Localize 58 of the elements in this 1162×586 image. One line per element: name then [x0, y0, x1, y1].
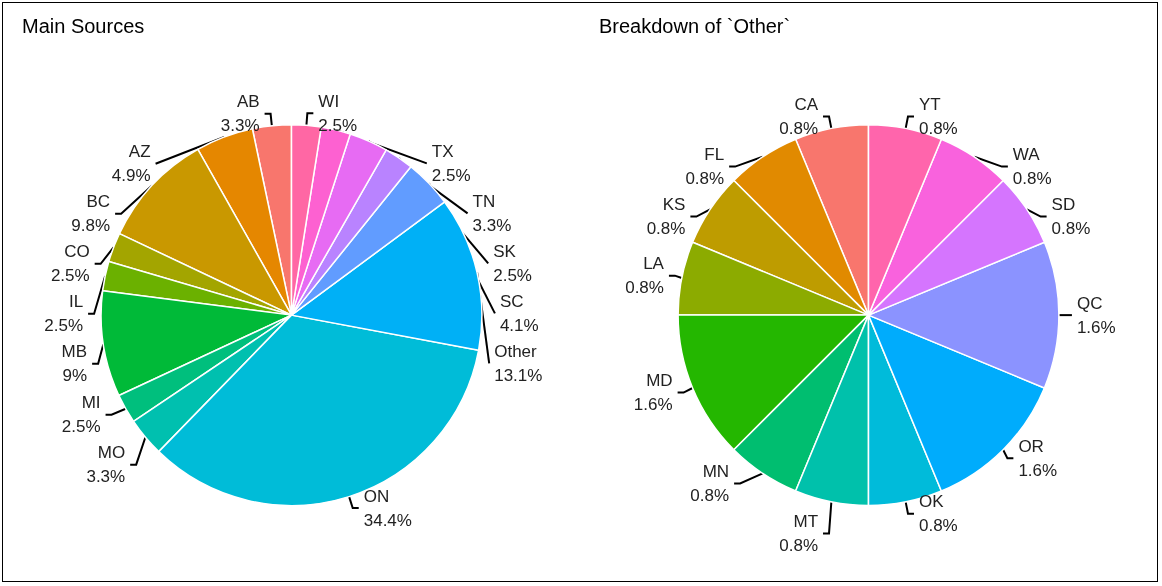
data-label: 1.6%: [633, 395, 673, 415]
data-label: 0.8%: [1012, 169, 1052, 189]
data-label: 1.6%: [1018, 460, 1058, 480]
chart-title: Breakdown of `Other`: [599, 15, 791, 37]
slice-label: KS: [662, 195, 686, 215]
slice-label: SC: [499, 291, 524, 311]
data-label: 3.3%: [472, 215, 512, 235]
slice-label: SK: [493, 241, 517, 261]
data-label: 2.5%: [318, 115, 358, 135]
slice-label: ON: [363, 486, 390, 506]
data-label: 0.8%: [685, 169, 725, 189]
data-label: 0.8%: [779, 119, 819, 139]
slice-label: WI: [318, 91, 340, 111]
slice-label: Other: [494, 341, 538, 361]
chart-title: Main Sources: [22, 15, 145, 37]
slice-label: TX: [431, 141, 454, 161]
slice-label: MO: [97, 443, 126, 463]
slice-label: SD: [1051, 195, 1076, 215]
slice-label: MT: [793, 511, 819, 531]
slice-label: MI: [81, 393, 101, 413]
slice-label: TN: [472, 191, 496, 211]
data-label: 2.5%: [493, 265, 532, 285]
data-label: 0.8%: [918, 516, 958, 536]
slice-label: FL: [704, 145, 725, 165]
slice-label: LA: [643, 254, 665, 274]
slice-label: IL: [68, 292, 84, 312]
data-label: 0.8%: [918, 119, 958, 139]
slice-label: MB: [61, 342, 88, 362]
data-label: 0.8%: [690, 485, 730, 505]
data-label: 0.8%: [1051, 219, 1091, 239]
slice-label: OR: [1018, 436, 1044, 456]
slice-label: WA: [1012, 145, 1041, 165]
slice-label: CO: [64, 242, 90, 262]
data-label: 1.6%: [1076, 317, 1116, 337]
slice-label: MD: [646, 371, 673, 391]
data-label: 9%: [62, 366, 88, 386]
data-label: 2.5%: [44, 316, 84, 336]
data-label: 13.1%: [494, 365, 543, 385]
slice-label: AZ: [128, 142, 151, 162]
slice-label: YT: [918, 95, 941, 115]
data-label: 4.1%: [499, 315, 539, 335]
data-label: 34.4%: [363, 510, 412, 530]
slice-label: QC: [1076, 293, 1103, 313]
data-label: 2.5%: [61, 417, 101, 437]
slice-label: OK: [918, 492, 945, 512]
data-label: 3.3%: [86, 467, 126, 487]
data-label: 0.8%: [646, 219, 686, 239]
data-label: 2.5%: [431, 165, 471, 185]
data-label: 0.8%: [779, 535, 819, 555]
slice-label: BC: [86, 192, 111, 212]
data-label: 3.3%: [220, 116, 260, 136]
slice-label: AB: [236, 92, 260, 112]
data-label: 0.8%: [625, 278, 664, 298]
data-label: 2.5%: [50, 266, 90, 286]
data-label: 4.9%: [111, 166, 151, 186]
slice-label: MN: [702, 461, 730, 481]
slice-label: CA: [794, 95, 819, 115]
data-label: 9.8%: [71, 216, 111, 236]
